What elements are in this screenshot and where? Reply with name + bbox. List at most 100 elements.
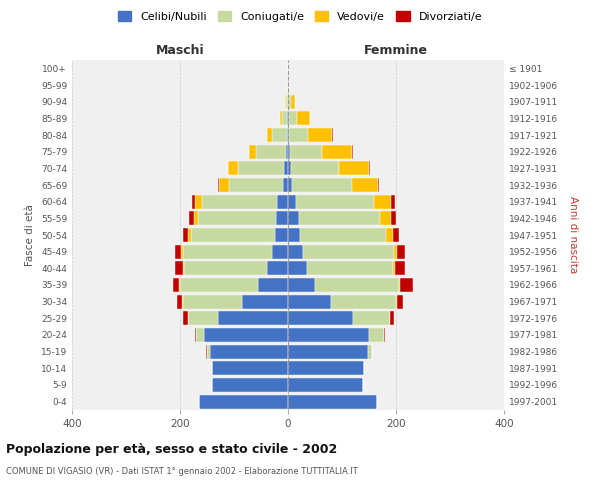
Bar [288, 344, 368, 359]
Bar [394, 244, 397, 259]
Bar [289, 128, 308, 142]
Bar [286, 94, 288, 109]
Bar [369, 328, 384, 342]
Bar [182, 261, 184, 276]
Bar [277, 194, 288, 209]
Bar [288, 244, 303, 259]
Bar [219, 178, 229, 192]
Bar [352, 144, 353, 159]
Bar [199, 394, 288, 409]
Bar [288, 278, 315, 292]
Bar [256, 144, 286, 159]
Y-axis label: Fasce di età: Fasce di età [25, 204, 35, 266]
Bar [288, 294, 331, 308]
Bar [315, 278, 398, 292]
Bar [299, 211, 380, 226]
Bar [193, 211, 198, 226]
Bar [288, 194, 296, 209]
Bar [290, 162, 340, 175]
Bar [288, 328, 369, 342]
Bar [393, 228, 399, 242]
Bar [288, 394, 377, 409]
Bar [288, 228, 300, 242]
Bar [275, 228, 288, 242]
Bar [288, 162, 290, 175]
Bar [195, 194, 202, 209]
Bar [352, 178, 377, 192]
Bar [276, 211, 288, 226]
Bar [175, 261, 182, 276]
Bar [377, 178, 379, 192]
Bar [288, 144, 290, 159]
Bar [397, 294, 403, 308]
Bar [248, 144, 256, 159]
Bar [368, 344, 372, 359]
Bar [286, 144, 288, 159]
Bar [308, 128, 332, 142]
Bar [289, 112, 296, 126]
Bar [288, 311, 353, 326]
Bar [238, 162, 284, 175]
Bar [210, 344, 288, 359]
Y-axis label: Anni di nascita: Anni di nascita [568, 196, 578, 274]
Bar [272, 128, 287, 142]
Bar [290, 94, 295, 109]
Bar [292, 178, 352, 192]
Bar [184, 261, 268, 276]
Bar [307, 261, 394, 276]
Bar [272, 244, 288, 259]
Bar [268, 261, 288, 276]
Bar [218, 178, 219, 192]
Bar [173, 278, 179, 292]
Bar [212, 378, 288, 392]
Bar [188, 228, 191, 242]
Bar [380, 211, 391, 226]
Bar [189, 211, 193, 226]
Bar [290, 144, 322, 159]
Bar [207, 344, 210, 359]
Bar [212, 361, 288, 376]
Bar [369, 162, 370, 175]
Bar [182, 228, 188, 242]
Bar [288, 128, 289, 142]
Bar [374, 194, 391, 209]
Bar [303, 244, 394, 259]
Bar [191, 228, 275, 242]
Text: Femmine: Femmine [364, 44, 428, 57]
Bar [394, 261, 395, 276]
Bar [391, 194, 395, 209]
Bar [198, 211, 276, 226]
Bar [182, 244, 272, 259]
Legend: Celibi/Nubili, Coniugati/e, Vedovi/e, Divorziati/e: Celibi/Nubili, Coniugati/e, Vedovi/e, Di… [115, 8, 485, 25]
Bar [395, 261, 404, 276]
Bar [400, 278, 413, 292]
Text: COMUNE DI VIGASIO (VR) - Dati ISTAT 1° gennaio 2002 - Elaborazione TUTTITALIA.IT: COMUNE DI VIGASIO (VR) - Dati ISTAT 1° g… [6, 468, 358, 476]
Bar [288, 361, 364, 376]
Bar [228, 162, 238, 175]
Bar [391, 211, 396, 226]
Bar [180, 278, 259, 292]
Bar [287, 128, 288, 142]
Bar [288, 378, 362, 392]
Bar [384, 328, 385, 342]
Bar [397, 244, 404, 259]
Bar [284, 162, 288, 175]
Bar [193, 194, 195, 209]
Bar [195, 328, 196, 342]
Bar [204, 328, 288, 342]
Bar [296, 112, 310, 126]
Bar [280, 112, 282, 126]
Bar [175, 244, 181, 259]
Bar [188, 311, 218, 326]
Text: Maschi: Maschi [155, 44, 205, 57]
Text: Popolazione per età, sesso e stato civile - 2002: Popolazione per età, sesso e stato civil… [6, 442, 337, 456]
Bar [218, 311, 288, 326]
Bar [196, 328, 204, 342]
Bar [288, 261, 307, 276]
Bar [386, 228, 393, 242]
Bar [398, 278, 400, 292]
Bar [202, 194, 277, 209]
Bar [288, 94, 290, 109]
Bar [296, 194, 374, 209]
Bar [259, 278, 288, 292]
